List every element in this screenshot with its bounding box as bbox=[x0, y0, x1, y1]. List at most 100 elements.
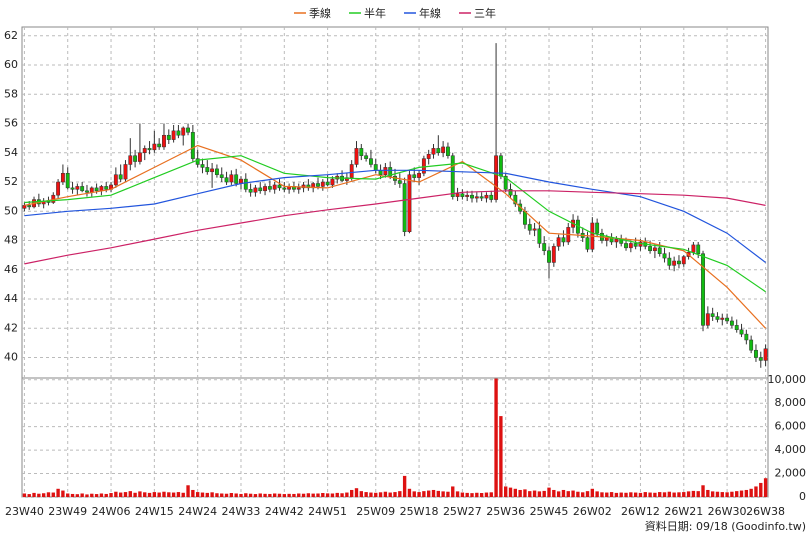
candle-body bbox=[306, 184, 311, 189]
candle-body bbox=[224, 177, 229, 183]
x-tick-label: 26W02 bbox=[573, 505, 612, 518]
volume-bar bbox=[94, 494, 99, 497]
candle-body bbox=[489, 194, 494, 200]
volume-bar bbox=[643, 492, 647, 497]
y-tick-label: 52 bbox=[4, 175, 18, 188]
volume-bar bbox=[667, 491, 672, 497]
volume-bar bbox=[571, 490, 575, 497]
candle-body bbox=[383, 167, 388, 175]
x-tick-label: 24W51 bbox=[308, 505, 347, 518]
x-tick-label: 26W21 bbox=[664, 505, 703, 518]
volume-bar bbox=[542, 490, 546, 497]
candle-body bbox=[412, 174, 417, 178]
volume-bar bbox=[763, 478, 768, 497]
volume-bar bbox=[691, 490, 696, 497]
candle-body bbox=[60, 173, 65, 183]
volume-bar bbox=[354, 488, 359, 497]
candle-body bbox=[657, 247, 662, 254]
candle-body bbox=[354, 148, 359, 165]
candle-body bbox=[595, 222, 600, 234]
volume-bar bbox=[475, 492, 479, 497]
candle-body bbox=[585, 237, 590, 250]
volume-bar bbox=[605, 492, 609, 497]
volume-bar bbox=[465, 492, 469, 497]
candle-body bbox=[147, 148, 152, 151]
volume-bar bbox=[277, 493, 282, 497]
candle-body bbox=[672, 260, 677, 266]
volume-bar bbox=[234, 493, 238, 497]
plot-frame bbox=[21, 26, 769, 498]
volume-bar bbox=[759, 482, 763, 497]
volume-bar bbox=[595, 491, 599, 497]
candle-body bbox=[296, 187, 301, 190]
volume-bar bbox=[215, 493, 219, 497]
candle-body bbox=[70, 187, 75, 190]
volume-bar bbox=[32, 492, 36, 497]
volume-bar bbox=[316, 493, 320, 497]
candle-body bbox=[677, 260, 681, 265]
candle-body bbox=[186, 127, 190, 133]
volume-bar bbox=[470, 493, 474, 497]
x-tick-label: 24W06 bbox=[92, 505, 131, 518]
legend-label: 三年 bbox=[474, 6, 496, 20]
volume-bar bbox=[460, 492, 465, 497]
candle-body bbox=[75, 186, 80, 190]
volume-bar bbox=[99, 493, 104, 497]
volume-bar bbox=[306, 493, 311, 497]
candle-body bbox=[537, 228, 542, 244]
volume-bar bbox=[686, 491, 691, 497]
candle-body bbox=[171, 130, 176, 140]
candle-body bbox=[532, 228, 537, 231]
candle-body bbox=[80, 186, 85, 192]
volume-bar bbox=[581, 492, 585, 497]
volume-bar bbox=[90, 493, 94, 497]
volume-bar bbox=[619, 492, 623, 497]
volume-bar bbox=[297, 493, 301, 497]
volume-bar bbox=[677, 492, 681, 497]
volume-bar bbox=[662, 492, 667, 497]
candle-body bbox=[744, 333, 749, 341]
ma-line bbox=[24, 169, 766, 263]
volume-bar bbox=[682, 492, 686, 497]
volume-bar bbox=[422, 491, 426, 497]
volume-bar bbox=[532, 490, 537, 497]
volume-bar bbox=[504, 486, 508, 497]
volume-bar bbox=[157, 492, 161, 497]
volume-bar bbox=[181, 492, 185, 497]
candle-body bbox=[503, 175, 508, 190]
candle-body bbox=[94, 187, 99, 192]
volume-bar bbox=[436, 490, 441, 497]
y2-tick-label: 6,000 bbox=[775, 420, 807, 433]
candle-body bbox=[421, 158, 426, 174]
volume-bar bbox=[735, 491, 739, 497]
y-tick-label: 58 bbox=[4, 87, 18, 100]
candle-body bbox=[205, 167, 210, 173]
x-tick-label: 23W40 bbox=[5, 505, 44, 518]
candle-body bbox=[369, 158, 373, 165]
volume-bar bbox=[412, 491, 416, 497]
volume-bar bbox=[171, 492, 176, 497]
volume-bar bbox=[479, 493, 484, 497]
candle-body bbox=[397, 180, 402, 184]
x-tick-label: 24W15 bbox=[135, 505, 174, 518]
volume-bar bbox=[407, 488, 412, 497]
candle-body bbox=[123, 164, 128, 180]
legend-label: 季線 bbox=[309, 6, 331, 20]
candle-body bbox=[436, 148, 441, 154]
volume-bar bbox=[359, 491, 363, 497]
x-tick-label: 25W27 bbox=[443, 505, 482, 518]
candle-body bbox=[729, 320, 734, 326]
candle-body bbox=[749, 339, 754, 351]
volume-bar bbox=[70, 493, 75, 497]
volume-bar bbox=[282, 494, 286, 497]
candle-body bbox=[648, 246, 653, 252]
volume-bar bbox=[638, 492, 643, 497]
volume-bar bbox=[340, 493, 344, 497]
volume-bar bbox=[518, 489, 522, 497]
candle-body bbox=[662, 253, 667, 259]
volume-bar bbox=[220, 493, 224, 497]
candle-body bbox=[624, 243, 628, 249]
volume-bar bbox=[292, 493, 296, 497]
volume-bar bbox=[383, 491, 388, 497]
